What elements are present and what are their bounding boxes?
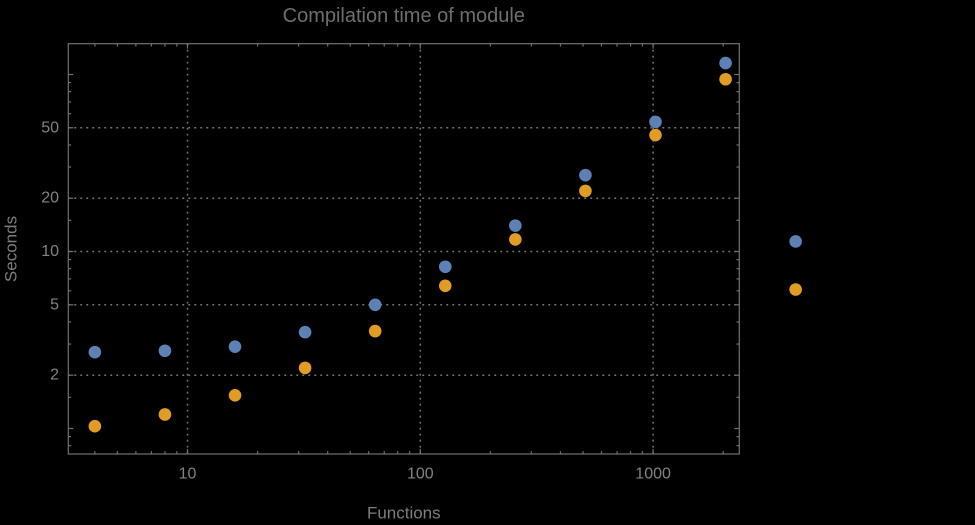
data-point	[438, 260, 452, 274]
tick-labels: 10 100 1000 2 5 10 20 50	[41, 119, 671, 482]
chart-title: Compilation time of module	[283, 5, 525, 27]
data-points	[88, 56, 802, 433]
data-point	[719, 72, 732, 86]
data-point	[88, 419, 102, 433]
data-point	[509, 233, 522, 246]
y-tick-label: 10	[41, 243, 59, 260]
x-tick-label: 100	[407, 466, 434, 483]
gridlines	[68, 43, 740, 454]
x-axis-label: Functions	[367, 504, 441, 523]
data-point	[368, 298, 382, 312]
y-tick-label: 20	[41, 190, 59, 207]
data-point	[719, 56, 732, 70]
x-tick-label: 10	[179, 466, 197, 483]
data-point	[158, 344, 172, 358]
y-tick-label: 2	[50, 367, 59, 384]
y-tick-label: 5	[50, 296, 59, 313]
data-point	[88, 345, 102, 359]
data-point	[158, 408, 172, 421]
data-point	[228, 389, 242, 402]
data-point	[789, 283, 802, 296]
data-point	[509, 219, 522, 232]
data-point	[438, 279, 452, 293]
data-point	[789, 235, 802, 248]
data-point	[579, 184, 592, 198]
data-point	[298, 325, 312, 339]
data-point	[649, 128, 662, 142]
x-tick-label: 1000	[635, 466, 671, 483]
axis-ticks	[68, 43, 740, 454]
frame-rect	[67, 43, 740, 455]
plot-frame	[67, 43, 740, 455]
y-tick-label: 50	[41, 119, 59, 136]
data-point	[579, 168, 592, 182]
data-point	[649, 115, 662, 129]
data-point	[298, 361, 312, 375]
y-axis-label: Seconds	[2, 216, 21, 282]
data-point	[228, 340, 242, 353]
data-point	[368, 324, 382, 338]
